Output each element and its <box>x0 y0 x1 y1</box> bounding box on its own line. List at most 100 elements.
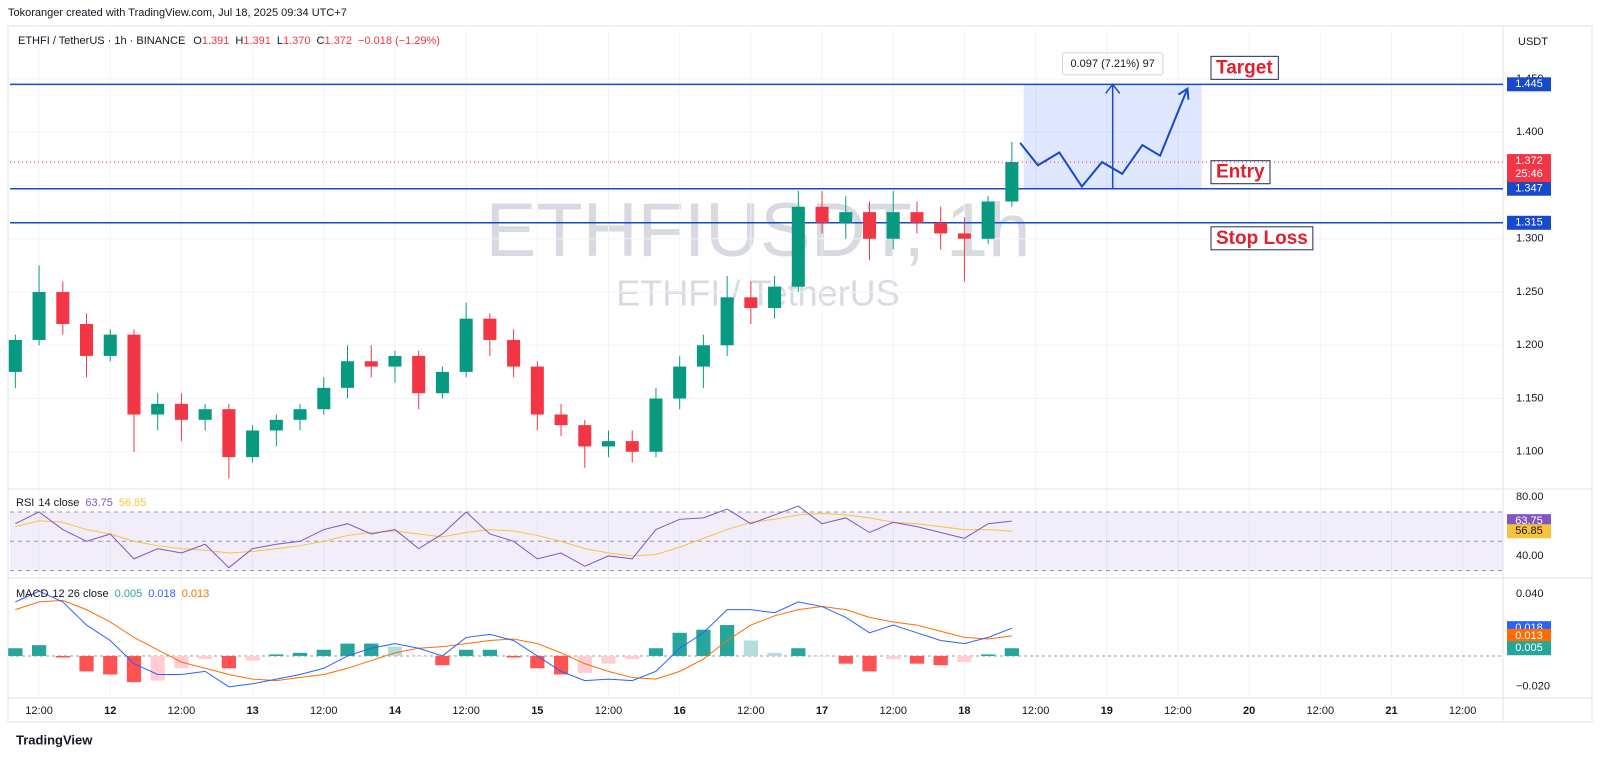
macd-histogram-bar <box>292 652 308 656</box>
x-tick-label: 18 <box>958 705 970 717</box>
level-tag <box>1507 215 1551 230</box>
candle-body <box>340 361 355 388</box>
projection-head <box>1177 86 1190 100</box>
x-tick-label: 12:00 <box>1307 705 1335 717</box>
candle-body <box>886 212 900 239</box>
value-tag <box>1507 524 1551 539</box>
y-tick-label: 1.200 <box>1516 339 1544 351</box>
candle-body <box>174 403 188 420</box>
candle-body <box>198 409 212 420</box>
x-tick-label: 12:00 <box>737 705 765 717</box>
macd-histogram-bar <box>387 646 403 656</box>
candle-body <box>222 409 236 458</box>
rsi-value: 56.85 <box>119 497 147 509</box>
x-tick-label: 12:00 <box>1449 705 1477 717</box>
x-tick-label: 12:00 <box>168 705 196 717</box>
currency: USDT <box>1518 36 1548 48</box>
legend-symbol: ETHFI / TetherUS · 1h · BINANCE <box>18 35 185 47</box>
candle-body <box>388 355 402 367</box>
macd-histogram-bar <box>625 655 640 660</box>
candle-body <box>103 334 117 356</box>
candle-body <box>530 366 544 415</box>
indicator-line <box>15 505 1012 569</box>
macd-histogram-bar <box>981 654 996 656</box>
x-tick-label: 19 <box>1101 705 1113 717</box>
legend-value: 1.372 <box>324 35 352 47</box>
y-tick-label: 1.400 <box>1516 126 1544 138</box>
macd-histogram-bar <box>530 655 545 669</box>
candle-body <box>649 398 663 452</box>
macd-histogram-bar <box>435 655 450 666</box>
macd-header: MACD 12 26 close 0.005 0.018 0.013 <box>16 588 209 600</box>
macd-histogram-bar <box>553 655 569 675</box>
projection-line <box>1019 88 1189 189</box>
level-label-box <box>1210 226 1314 251</box>
x-tick-label: 14 <box>389 705 402 717</box>
macd-histogram-bar <box>791 648 806 656</box>
x-tick-label: 12:00 <box>879 705 907 717</box>
macd-histogram-bar <box>269 654 284 656</box>
macd-histogram-bar <box>838 655 853 664</box>
macd-histogram-bar <box>862 655 877 672</box>
candle-body <box>768 286 782 308</box>
legend: ETHFI / TetherUS · 1h · BINANCE O1.391 H1.… <box>18 35 440 47</box>
macd-histogram-bar <box>340 643 355 656</box>
indicator-line <box>15 599 1012 682</box>
x-tick-label: 12:00 <box>1022 705 1050 717</box>
x-tick-label: 12:00 <box>1164 705 1192 717</box>
candle-body <box>364 361 378 367</box>
x-tick-label: 20 <box>1243 705 1255 717</box>
legend-key: L <box>277 35 283 47</box>
candle-body <box>625 441 639 452</box>
candle-body <box>127 334 141 415</box>
macd-histogram-bar <box>601 655 616 664</box>
macd-histogram-bar <box>459 649 474 656</box>
x-tick-label: 12:00 <box>310 705 338 717</box>
last-price-label: 1.372 <box>1515 155 1543 167</box>
x-tick-label: 12:00 <box>452 705 480 717</box>
candle-body <box>673 366 687 399</box>
candle-body <box>862 212 877 239</box>
level-tag <box>1507 77 1551 92</box>
value-tag-label: 63.75 <box>1515 515 1543 527</box>
macd-histogram-bar <box>909 655 925 664</box>
candle-body <box>412 355 426 394</box>
candle-body <box>791 206 805 287</box>
legend-key: C <box>317 35 325 47</box>
level-tag-label: 1.315 <box>1515 217 1543 229</box>
level-tag-label: 1.347 <box>1515 183 1543 195</box>
macd-name: MACD <box>16 588 48 600</box>
candle-body <box>269 419 283 431</box>
candle-body <box>246 430 260 458</box>
candle-body <box>293 409 307 420</box>
macd-tick-label: 0.040 <box>1516 588 1544 600</box>
macd-histogram-bar <box>1004 648 1019 656</box>
legend-value: 1.370 <box>283 35 311 47</box>
candle-body <box>151 403 165 415</box>
macd-histogram-bar <box>221 655 236 669</box>
level-label: Target <box>1216 57 1273 78</box>
candle-body <box>839 212 853 223</box>
legend-change: −0.018 (−1.29%) <box>358 35 440 47</box>
level-label-box <box>1210 160 1271 185</box>
x-tick-label: 12:00 <box>25 705 53 717</box>
macd-histogram-bar <box>126 655 142 683</box>
candle-body <box>435 371 449 394</box>
macd-value: 0.018 <box>148 588 176 600</box>
candle-body <box>507 339 521 367</box>
value-tag-label: 0.005 <box>1515 642 1543 654</box>
macd-histogram-bar <box>648 648 664 656</box>
x-tick-label: 13 <box>246 705 258 717</box>
macd-histogram-bar <box>957 655 972 663</box>
candle-body <box>317 387 331 410</box>
watermark: ETHFIUSDT, 1h <box>486 188 1031 273</box>
rsi-tick-label: 40.00 <box>1516 550 1544 562</box>
macd-histogram-bar <box>364 643 379 656</box>
macd-histogram-bar <box>886 655 901 660</box>
measure-label: 0.097 (7.21%) 97 <box>1071 58 1155 70</box>
level-label: Stop Loss <box>1216 228 1308 249</box>
macd-histogram-bar <box>31 645 47 656</box>
frame <box>7 25 1593 723</box>
